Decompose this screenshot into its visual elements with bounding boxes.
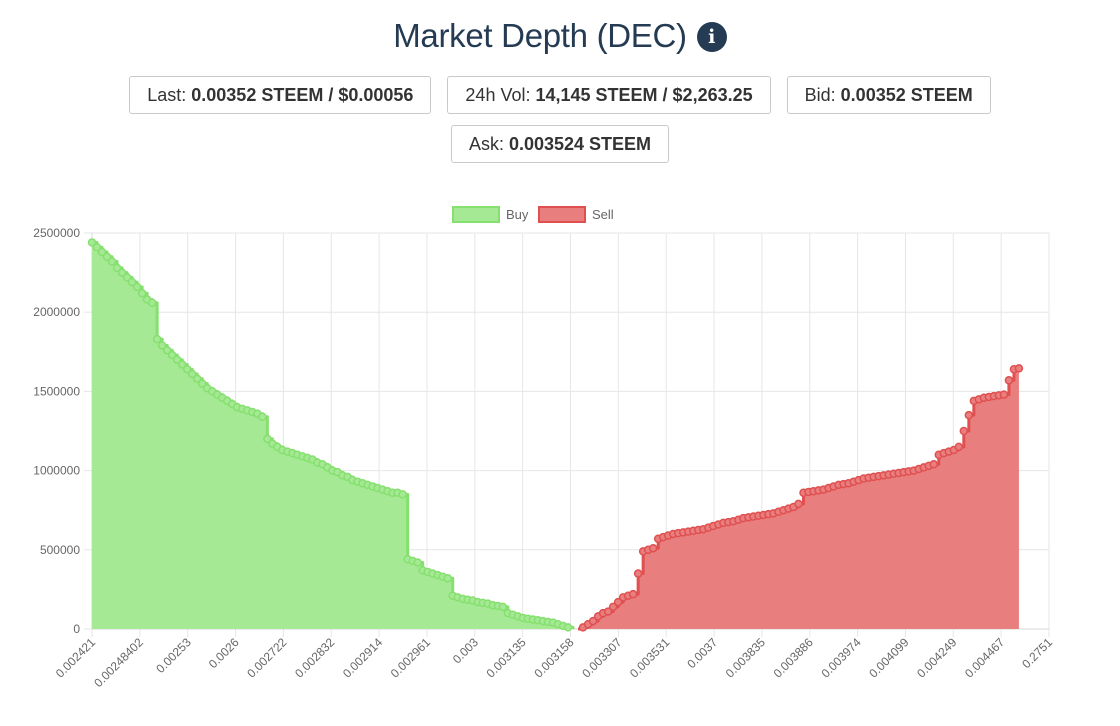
x-tick-label: 0.003531 [627, 635, 673, 681]
buy-point [443, 574, 452, 583]
last-price-stat: Last: 0.00352 STEEM / $0.00056 [129, 76, 432, 114]
y-tick-label: 0 [73, 622, 80, 636]
sell-point [1004, 376, 1014, 385]
x-tick-label: 0.002421 [53, 635, 99, 681]
buy-area [92, 242, 574, 629]
info-icon[interactable]: i [696, 22, 727, 52]
buy-point [147, 298, 157, 307]
buy-point [102, 252, 112, 262]
buy-point [137, 288, 147, 298]
buy-point [197, 379, 207, 388]
sell-point [999, 390, 1009, 399]
volume-value: 14,145 STEEM / $2,263.25 [535, 84, 753, 105]
bid-stat: Bid: 0.00352 STEEM [786, 76, 991, 114]
sell-area [578, 368, 1019, 629]
buy-point [157, 341, 167, 350]
buy-point [112, 263, 122, 273]
sell-point [633, 569, 643, 578]
sell-point [1014, 364, 1024, 373]
x-tick-label: 0.002914 [340, 635, 386, 681]
y-tick-label: 1000000 [33, 464, 80, 478]
ask-stat: Ask: 0.003524 STEEM [450, 125, 670, 163]
legend-sell-label: Sell [592, 207, 614, 222]
sell-point [613, 597, 623, 607]
buy-point [132, 282, 142, 292]
volume-stat: 24h Vol: 14,145 STEEM / $2,263.25 [447, 76, 771, 114]
x-tick-label: 0.003835 [723, 635, 769, 681]
sell-point [929, 460, 939, 469]
sell-point [954, 442, 964, 452]
last-price-value: 0.00352 STEEM / $0.00056 [191, 84, 414, 105]
bid-value: 0.00352 STEEM [840, 84, 973, 105]
buy-point [162, 345, 172, 355]
sell-point [964, 410, 974, 420]
sell-point [959, 426, 969, 436]
x-tick-label: 0.003158 [531, 635, 577, 681]
legend-sell-swatch [538, 206, 586, 223]
header: Market Depth (DEC) i [0, 14, 1120, 58]
stats-row-2: Ask: 0.003524 STEEM [0, 125, 1120, 163]
x-tick-label: 0.2751 [1019, 635, 1055, 671]
x-tick-label: 0.002961 [388, 635, 434, 681]
legend-buy-label: Buy [506, 207, 529, 222]
x-tick-label: 0.003974 [818, 635, 864, 681]
ask-label: Ask: [468, 133, 504, 154]
x-tick-label: 0.003307 [579, 635, 625, 681]
sell-point [608, 602, 618, 612]
x-tick-label: 0.0037 [684, 635, 720, 671]
sell-point [628, 589, 638, 599]
x-tick-label: 0.0026 [206, 635, 242, 671]
buy-point [182, 364, 192, 374]
buy-point [187, 369, 197, 379]
x-tick-label: 0.003135 [483, 635, 529, 681]
buy-point [177, 360, 187, 369]
buy-point [498, 602, 508, 612]
bid-label: Bid: [804, 84, 836, 105]
buy-point [152, 334, 162, 344]
sell-point [588, 616, 598, 626]
buy-point [192, 374, 202, 383]
buy-point [413, 558, 422, 567]
x-tick-label: 0.002832 [292, 635, 338, 681]
buy-point [117, 268, 127, 277]
page-title: Market Depth (DEC) [393, 17, 687, 54]
legend-buy-swatch [452, 206, 500, 223]
buy-point [107, 257, 117, 266]
x-tick-label: 0.003 [450, 635, 481, 666]
buy-point [398, 490, 407, 499]
last-price-label: Last: [147, 84, 187, 105]
sell-point [794, 499, 803, 509]
x-tick-label: 0.00253 [153, 635, 194, 676]
buy-point [127, 277, 137, 287]
y-tick-label: 500000 [40, 543, 80, 557]
y-tick-label: 2000000 [33, 305, 80, 319]
volume-label: 24h Vol: [465, 84, 531, 105]
ask-value: 0.003524 STEEM [508, 133, 652, 154]
buy-point [167, 350, 177, 360]
buy-point [258, 412, 267, 421]
x-tick-label: 0.004099 [866, 635, 912, 681]
buy-point [87, 238, 97, 247]
x-tick-label: 0.004249 [914, 635, 960, 681]
stats-row: Last: 0.00352 STEEM / $0.00056 24h Vol: … [0, 76, 1120, 114]
x-tick-label: 0.003886 [771, 635, 817, 681]
buy-point [122, 273, 132, 282]
buy-point [92, 243, 102, 252]
x-tick-label: 0.00248402 [91, 635, 146, 690]
buy-point [563, 623, 573, 632]
sell-point [603, 607, 613, 616]
x-tick-label: 0.002722 [244, 635, 290, 681]
sell-point [648, 543, 658, 553]
market-depth-chart: 2500000 2000000 1500000 1000000 500000 0 0.002… [0, 196, 1120, 726]
depth-chart-svg: 250000020000001500000100000050000000.002… [33, 206, 1055, 690]
x-tick-label: 0.004467 [962, 635, 1008, 681]
buy-point [97, 247, 107, 257]
y-tick-label: 1500000 [33, 384, 80, 398]
buy-point [263, 434, 272, 444]
buy-point [172, 355, 182, 364]
y-tick-label: 2500000 [33, 226, 80, 240]
